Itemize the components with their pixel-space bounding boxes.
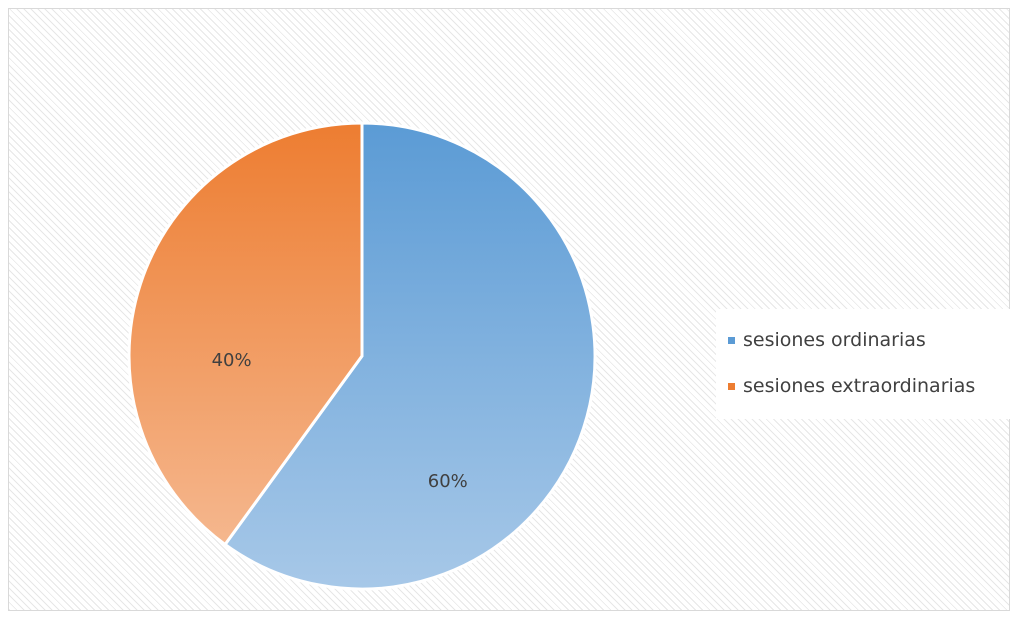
- legend: sesiones ordinarias sesiones extraordina…: [716, 309, 1016, 419]
- legend-item-ordinarias: sesiones ordinarias: [716, 317, 1016, 363]
- pie-slices: [127, 121, 597, 591]
- legend-label-extraordinarias: sesiones extraordinarias: [743, 375, 976, 397]
- chart-area: 60% 40% sesiones ordinarias sesiones extr…: [8, 8, 1016, 611]
- legend-swatch-extraordinarias: [728, 382, 735, 390]
- data-label-extraordinarias: 40%: [212, 350, 252, 371]
- legend-label-ordinarias: sesiones ordinarias: [743, 329, 926, 351]
- legend-swatch-ordinarias: [728, 336, 735, 344]
- pie-data-labels: 60% 40%: [212, 350, 468, 492]
- legend-item-extraordinarias: sesiones extraordinarias: [716, 363, 1016, 409]
- pie-slice-extraordinarias: [127, 121, 364, 546]
- pie-slice-ordinarias: [223, 121, 597, 591]
- data-label-ordinarias: 60%: [428, 471, 468, 492]
- pie-chart: 60% 40%: [127, 121, 597, 591]
